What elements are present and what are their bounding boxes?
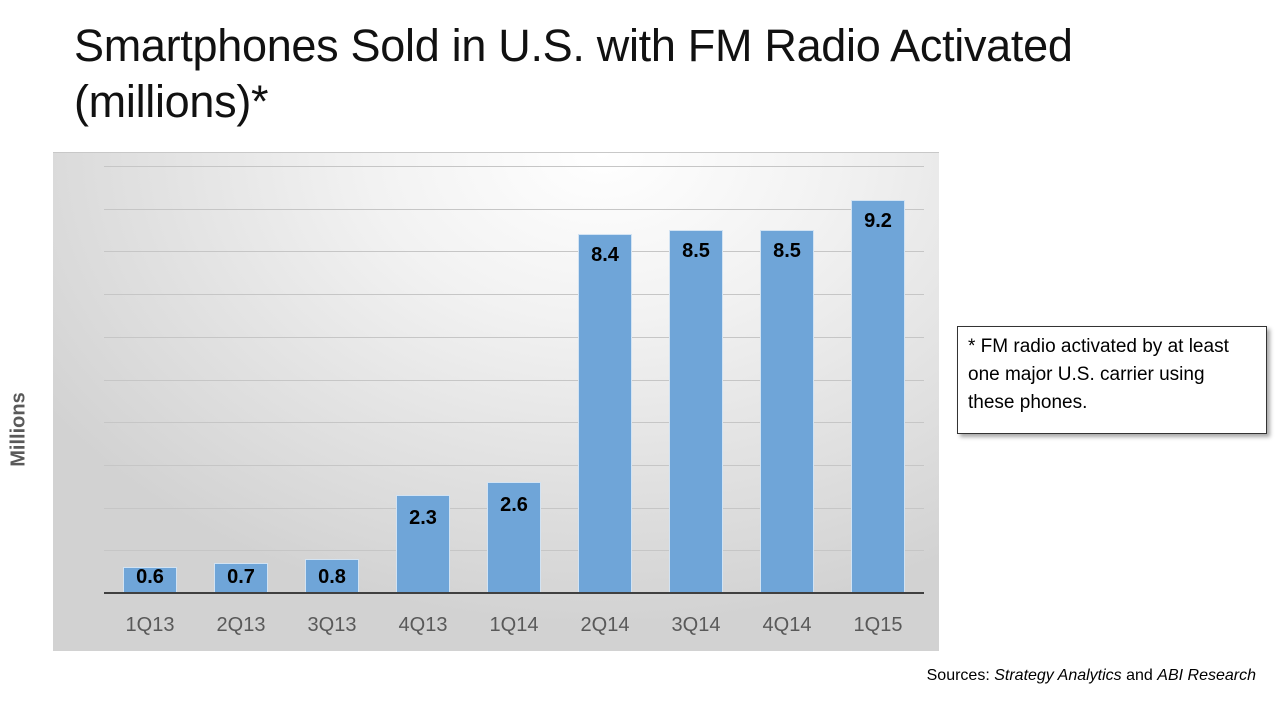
gridline — [104, 422, 924, 424]
x-tick-label: 2Q13 — [216, 614, 266, 636]
sources-prefix: Sources: — [926, 667, 995, 684]
x-tick-label: 1Q14 — [489, 614, 539, 636]
data-label: 0.7 — [227, 566, 255, 588]
footnote-box: * FM radio activated by at least one maj… — [957, 326, 1267, 434]
gridline — [104, 294, 924, 296]
bar-1q14 — [487, 481, 541, 593]
sources-joiner: and — [1121, 667, 1158, 684]
bar-4q14 — [760, 230, 814, 593]
gridline — [104, 464, 924, 466]
gridline — [104, 166, 924, 167]
x-axis-line — [104, 592, 924, 594]
data-label: 2.3 — [409, 506, 437, 529]
bar-1q15 — [851, 200, 905, 593]
data-label: 8.5 — [682, 240, 710, 263]
x-tick-label: 1Q15 — [853, 614, 903, 636]
bar-3q14 — [669, 230, 723, 593]
data-label: 2.6 — [500, 493, 528, 516]
x-tick-label: 2Q14 — [580, 614, 630, 636]
gridline — [104, 208, 924, 210]
gridline — [104, 336, 924, 338]
x-tick-label: 4Q14 — [762, 614, 812, 636]
x-tick-label: 3Q13 — [307, 614, 357, 636]
source-abi-research: ABI Research — [1157, 667, 1256, 684]
data-label: 8.4 — [591, 244, 619, 267]
gridline — [104, 251, 924, 253]
page-title: Smartphones Sold in U.S. with FM Radio A… — [74, 20, 1073, 127]
source-strategy-analytics: Strategy Analytics — [994, 667, 1122, 684]
x-tick-label: 3Q14 — [671, 614, 721, 636]
bar-2q14 — [578, 234, 632, 593]
gridline — [104, 379, 924, 381]
y-axis-label: Millions — [7, 392, 30, 467]
data-label: 9.2 — [864, 210, 892, 233]
sources-text: Sources: Strategy Analytics and ABI Rese… — [927, 667, 1256, 685]
bar-3q13 — [305, 558, 359, 593]
data-label: 0.6 — [136, 566, 164, 588]
x-tick-label: 1Q13 — [125, 614, 175, 636]
bar-4q13 — [396, 494, 450, 593]
data-label: 0.8 — [318, 566, 346, 588]
x-tick-label: 4Q13 — [398, 614, 448, 636]
bar-1q13 — [123, 567, 177, 593]
data-label: 8.5 — [773, 240, 801, 263]
bar-2q13 — [214, 563, 268, 593]
